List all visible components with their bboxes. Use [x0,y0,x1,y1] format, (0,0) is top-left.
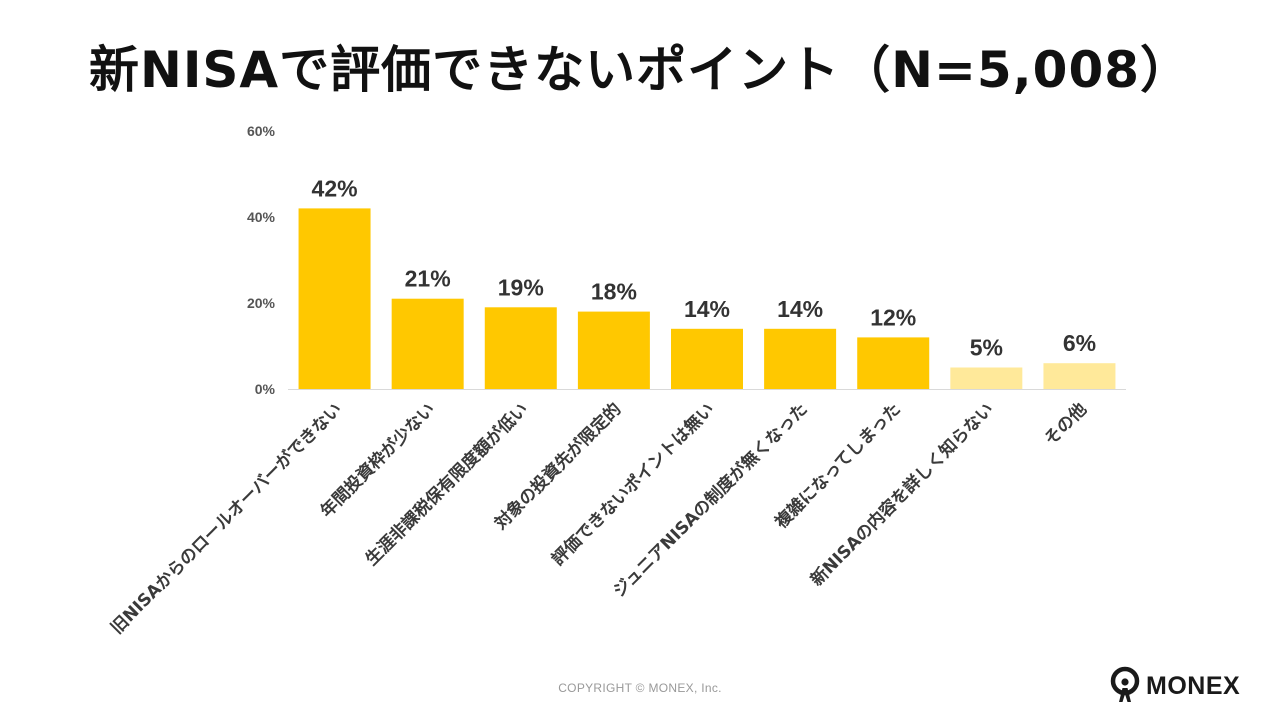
chart-title: 新NISAで評価できないポイント（N=5,008） [88,41,1192,99]
data-label: 14% [777,296,823,322]
y-tick-label: 60% [247,123,276,139]
brand-name: MONEX [1146,671,1241,700]
bar [484,307,557,389]
x-tick-label: ジュニアNISAの制度が無くなった [609,399,812,602]
bar [391,298,464,389]
data-label: 42% [312,175,358,201]
x-tick-label: 生涯非課税保有限度額が低い [361,399,532,570]
x-tick-label: 新NISAの内容を詳しく知らない [806,399,998,591]
y-tick-label: 0% [255,381,276,397]
data-label: 18% [591,279,637,305]
bar [950,367,1023,389]
bar [857,337,930,389]
bar [671,328,743,389]
bar [577,311,650,389]
data-label: 12% [870,304,916,330]
copyright-text: COPYRIGHT © MONEX, Inc. [558,681,722,695]
data-label: 21% [405,266,451,292]
bar [298,208,371,389]
x-tick-label: その他 [1040,399,1091,450]
y-tick-label: 40% [247,209,276,225]
y-tick-label: 20% [247,295,276,311]
x-tick-label: 評価できないポイントは無い [547,399,718,570]
data-label: 14% [684,296,730,322]
bar [764,328,837,389]
bar [1043,363,1116,389]
x-tick-label: 旧NISAからのロールオーバーができない [107,399,347,639]
data-label: 5% [970,335,1003,361]
bar-chart: 0%20%40%60%42%旧NISAからのロールオーバーができない21%年間投… [107,123,1126,639]
monex-figure-icon [1110,666,1140,702]
data-label: 19% [498,274,544,300]
monex-logo: MONEX [1108,666,1240,706]
data-label: 6% [1063,330,1096,356]
